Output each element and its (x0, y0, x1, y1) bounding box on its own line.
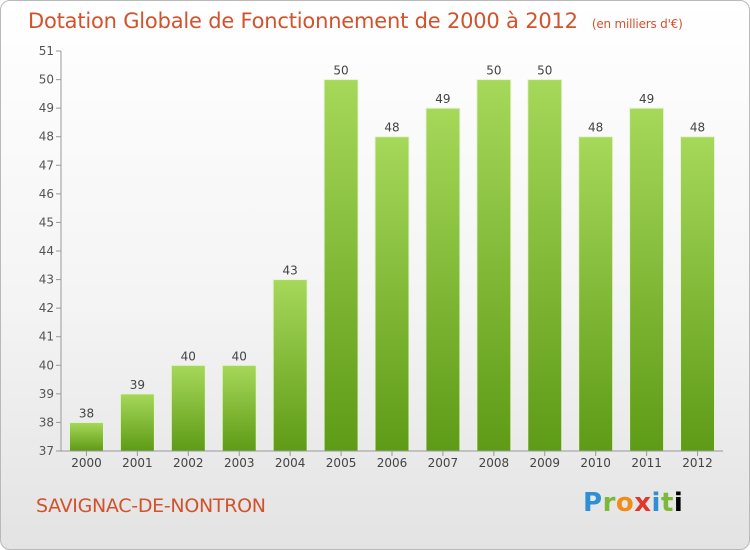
x-tick-label: 2008 (479, 456, 510, 470)
y-tick-label: 49 (39, 101, 54, 115)
bar (680, 136, 716, 452)
y-tick-label: 38 (39, 415, 54, 429)
y-tick-label: 42 (39, 301, 54, 315)
chart-unit: (en milliers d'€) (591, 17, 683, 31)
bar (323, 79, 359, 452)
commune-name: SAVIGNAC-DE-NONTRON (36, 495, 266, 517)
bar-value-label: 50 (537, 64, 552, 78)
bar-value-label: 48 (588, 121, 603, 135)
y-tick-label: 47 (39, 158, 54, 172)
logo-letter: r (602, 488, 616, 518)
y-tick-label: 39 (39, 387, 54, 401)
chart-title: Dotation Globale de Fonctionnement de 20… (28, 9, 683, 33)
logo-letter: i (651, 488, 661, 518)
bar (578, 136, 614, 452)
bar-value-label: 50 (333, 64, 348, 78)
bar (272, 279, 308, 452)
y-tick-label: 45 (39, 215, 54, 229)
bar-value-label: 39 (130, 378, 145, 392)
x-tick-label: 2001 (122, 456, 153, 470)
bar-value-label: 48 (384, 121, 399, 135)
x-tick-label: 2012 (682, 456, 713, 470)
y-tick-label: 40 (39, 358, 54, 372)
x-tick-label: 2011 (631, 456, 662, 470)
x-tick-label: 2005 (326, 456, 357, 470)
bar-value-label: 38 (79, 406, 94, 420)
y-tick-label: 41 (39, 330, 54, 344)
logo-letter: o (615, 488, 635, 518)
bar-value-label: 40 (181, 349, 196, 363)
y-tick-label: 46 (39, 187, 54, 201)
bar (170, 364, 206, 452)
bar (476, 79, 512, 452)
x-tick-label: 2000 (71, 456, 102, 470)
y-tick-label: 51 (39, 44, 54, 58)
bar (425, 107, 461, 452)
bar-value-label: 49 (639, 92, 654, 106)
bar-value-label: 40 (232, 349, 247, 363)
y-tick-label: 43 (39, 273, 54, 287)
x-tick-label: 2010 (580, 456, 611, 470)
bar-value-label: 50 (486, 64, 501, 78)
proxiti-logo: Proxiti (583, 488, 683, 518)
chart-title-text: Dotation Globale de Fonctionnement de 20… (28, 9, 578, 33)
x-tick-label: 2007 (428, 456, 459, 470)
x-tick-label: 2004 (275, 456, 306, 470)
bar (68, 421, 104, 452)
y-tick-label: 48 (39, 130, 54, 144)
logo-letter: P (583, 488, 603, 518)
bar (119, 393, 155, 452)
logo-letter: t (660, 488, 674, 518)
bar (221, 364, 257, 452)
x-tick-label: 2009 (529, 456, 560, 470)
bar-value-label: 49 (435, 92, 450, 106)
bar (527, 79, 563, 452)
logo-letter: x (634, 488, 652, 518)
bar-value-label: 43 (283, 264, 298, 278)
bar (629, 107, 665, 452)
y-tick-label: 44 (39, 244, 54, 258)
bar (374, 136, 410, 452)
y-tick-label: 37 (39, 444, 54, 458)
logo-letter: i (673, 488, 684, 518)
x-tick-label: 2002 (173, 456, 204, 470)
x-tick-label: 2003 (224, 456, 255, 470)
x-tick-label: 2006 (377, 456, 408, 470)
bar-value-label: 48 (690, 121, 705, 135)
y-tick-label: 50 (39, 73, 54, 87)
